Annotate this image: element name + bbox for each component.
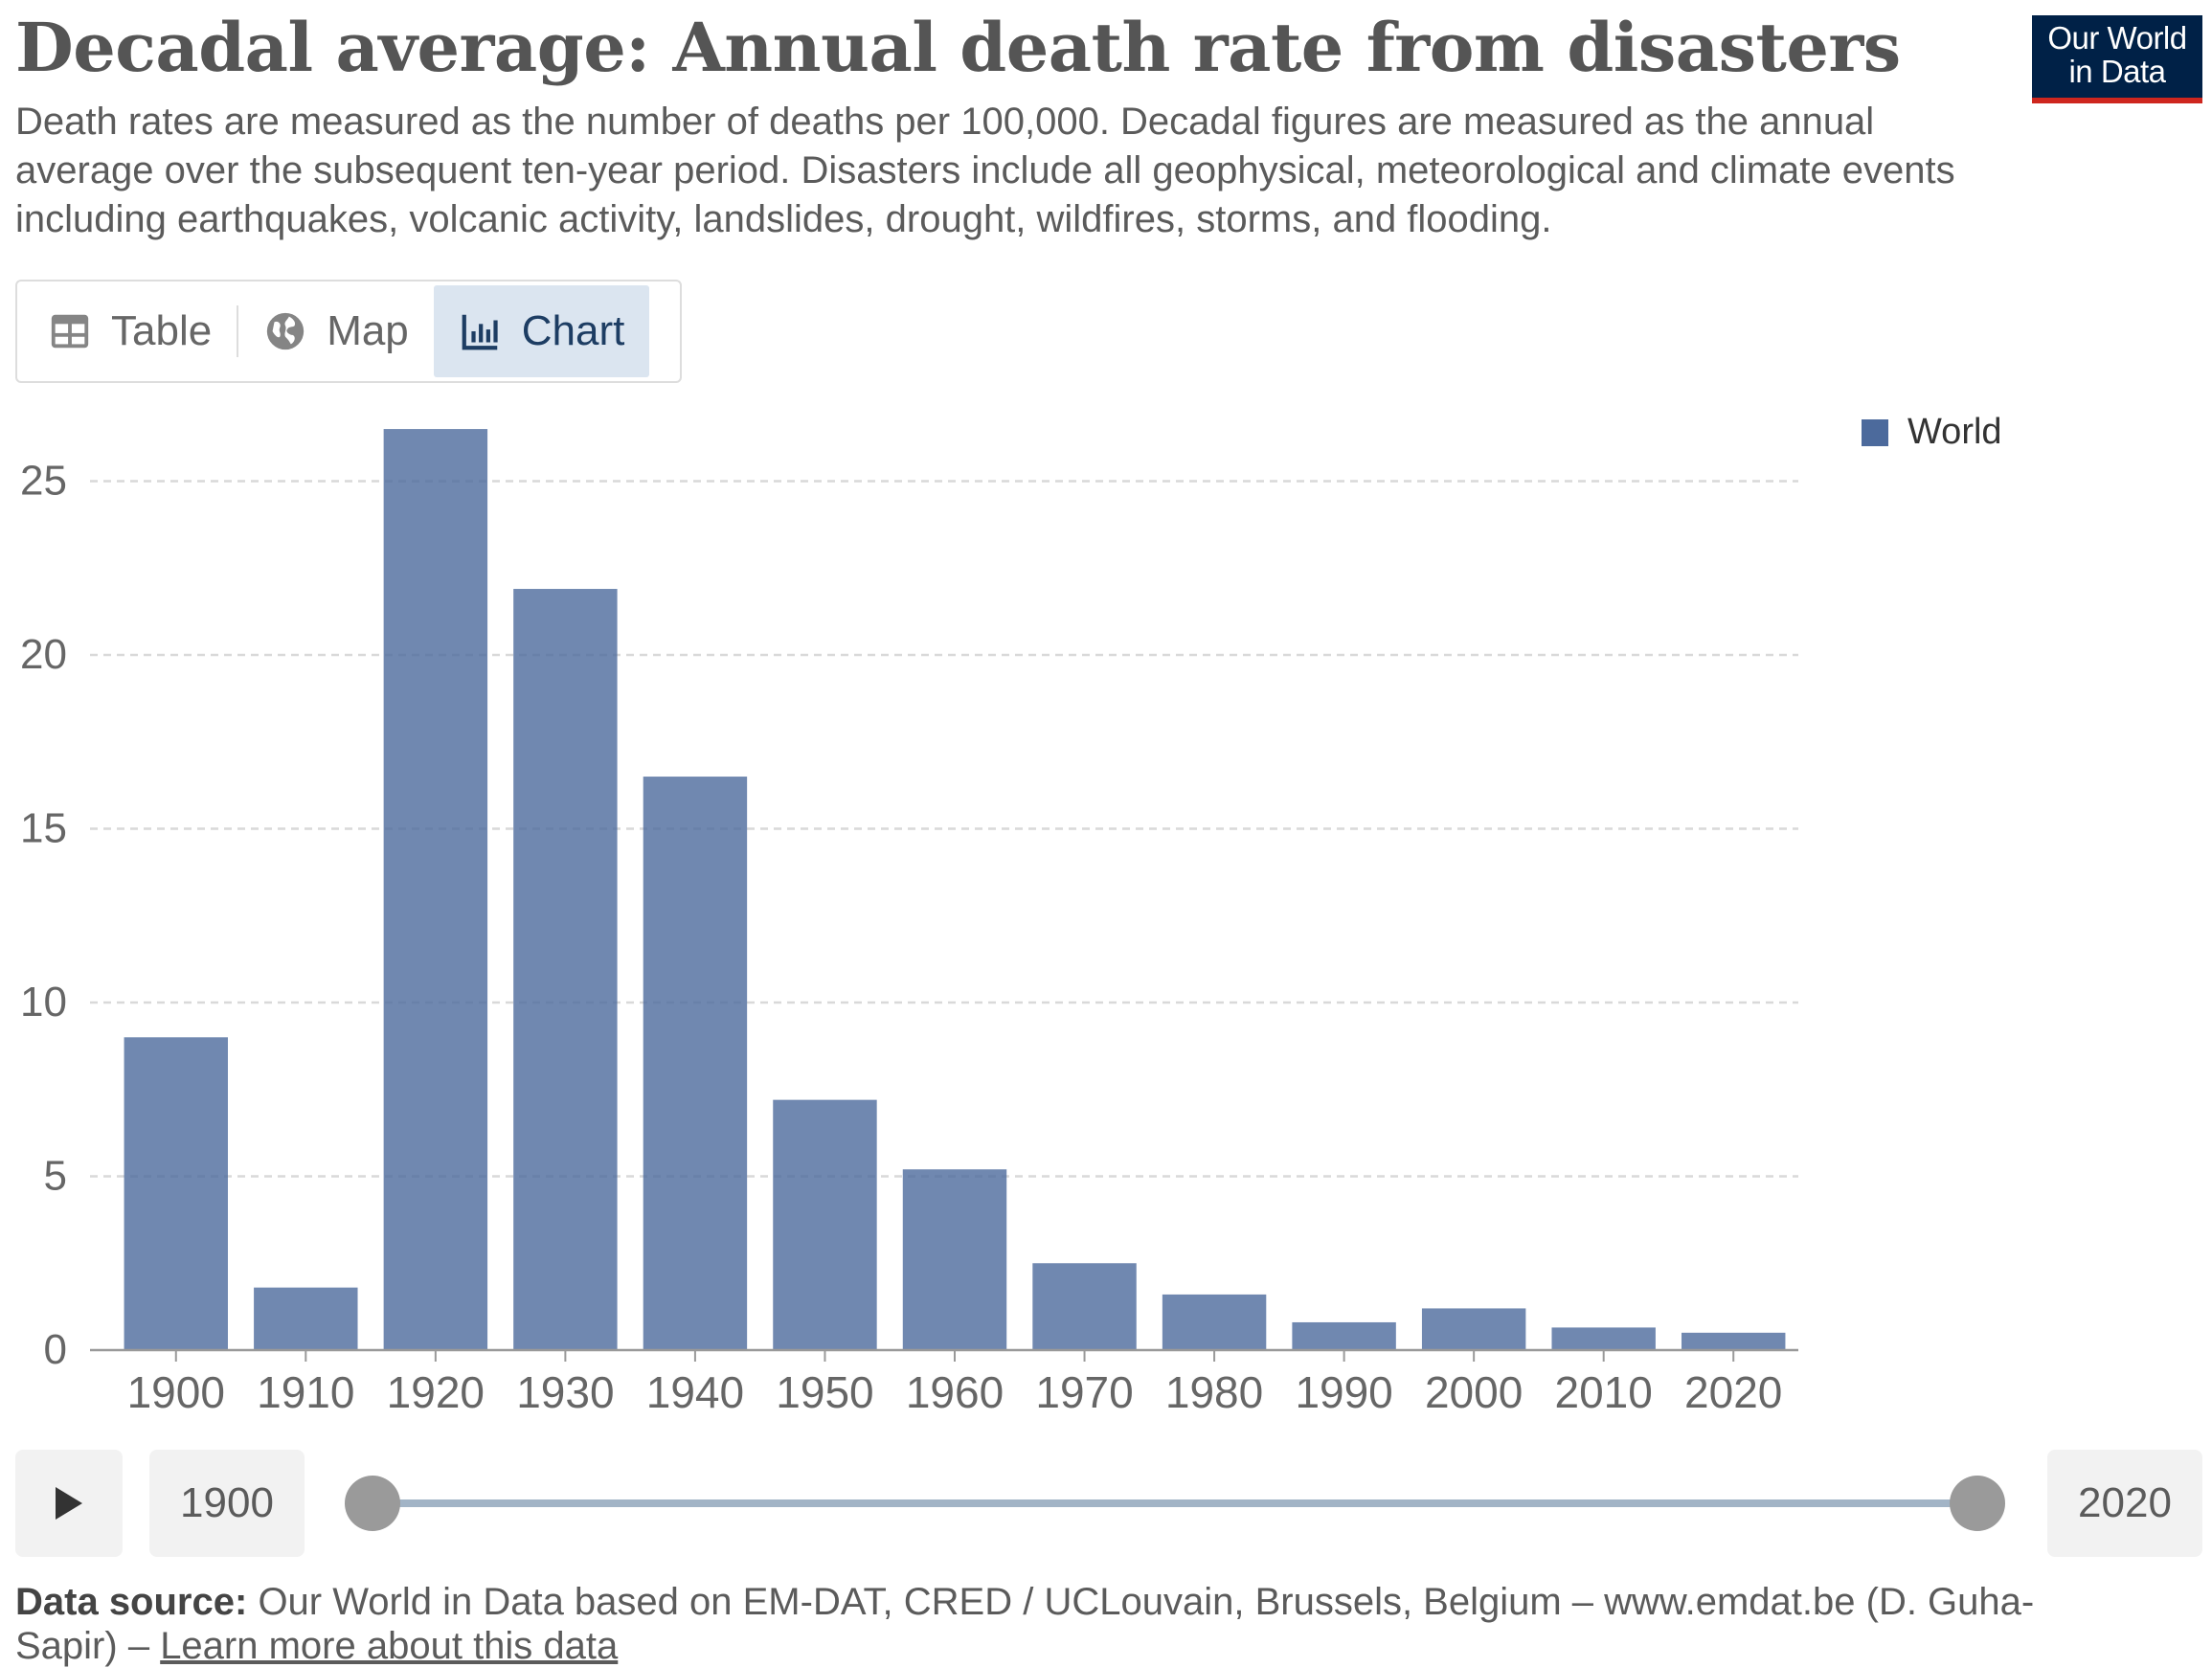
tab-chart[interactable]: Chart [433,285,650,377]
timeline-track[interactable] [373,1499,1978,1507]
y-tick-label: 0 [44,1326,67,1373]
chart-subtitle: Death rates are measured as the number o… [15,101,1955,240]
timeline-start-year[interactable]: 1900 [149,1450,305,1557]
x-tick-label: 1930 [516,1367,614,1417]
globe-icon [267,312,305,350]
play-icon [56,1487,82,1520]
tab-chart-label: Chart [521,307,625,354]
table-icon [51,314,89,349]
tab-map-label: Map [327,307,409,354]
view-tabs: Table Map Chart [15,280,682,383]
bar [1162,1294,1267,1350]
logo-line-1: Our World [2047,20,2187,56]
bar-chart-icon [462,314,498,350]
y-tick-label: 25 [20,458,67,505]
x-tick-label: 1960 [906,1367,1004,1417]
bar [124,1037,228,1350]
x-tick-label: 2000 [1425,1367,1523,1417]
timeline-end-year[interactable]: 2020 [2047,1450,2202,1557]
x-tick-label: 1950 [776,1367,873,1417]
x-tick-label: 1990 [1295,1367,1392,1417]
learn-more-link[interactable]: Learn more about this data [160,1625,619,1667]
bar [1551,1327,1656,1350]
legend-swatch [1862,418,1888,446]
x-tick-label: 1970 [1035,1367,1133,1417]
y-tick-label: 15 [20,805,67,852]
bar [254,1287,358,1350]
tab-divider [237,305,239,357]
source-text: Our World in Data based on EM-DAT, CRED … [15,1581,2035,1667]
legend[interactable]: World [1862,412,2002,453]
tab-map[interactable]: Map [238,285,434,377]
x-tick-label: 1940 [646,1367,744,1417]
bar [1421,1308,1526,1350]
x-tick-label: 2010 [1555,1367,1653,1417]
y-tick-label: 20 [20,631,67,678]
x-tick-label: 1910 [257,1367,354,1417]
timeline-end-handle[interactable] [1950,1476,2005,1531]
source-label: Data source: [15,1581,248,1623]
bar [643,777,748,1350]
bar [1292,1321,1396,1350]
bar [1682,1332,1786,1350]
bar [1032,1263,1137,1350]
y-tick-label: 5 [44,1153,67,1200]
x-tick-label: 1920 [387,1367,485,1417]
bar [902,1169,1007,1350]
bar [383,429,488,1350]
owid-logo[interactable]: Our World in Data [2032,15,2202,103]
tab-table[interactable]: Table [23,285,237,377]
x-tick-label: 1900 [127,1367,225,1417]
timeline-start-handle[interactable] [345,1476,400,1531]
logo-line-2: in Data [2068,54,2166,89]
chart-title: Decadal average: Annual death rate from … [15,8,1901,87]
bar [773,1099,877,1350]
bar [513,589,618,1350]
x-tick-label: 1980 [1165,1367,1263,1417]
data-source: Data source: Our World in Data based on … [15,1580,2045,1668]
y-tick-label: 10 [20,979,67,1026]
legend-label: World [1907,412,2002,452]
bar-chart: 0 5 10 15 20 25 1900 1910 1920 1930 1940 1950 1960 19… [20,429,1798,1417]
play-button[interactable] [15,1450,123,1557]
x-tick-label: 2020 [1684,1367,1782,1417]
tab-table-label: Table [111,307,213,354]
